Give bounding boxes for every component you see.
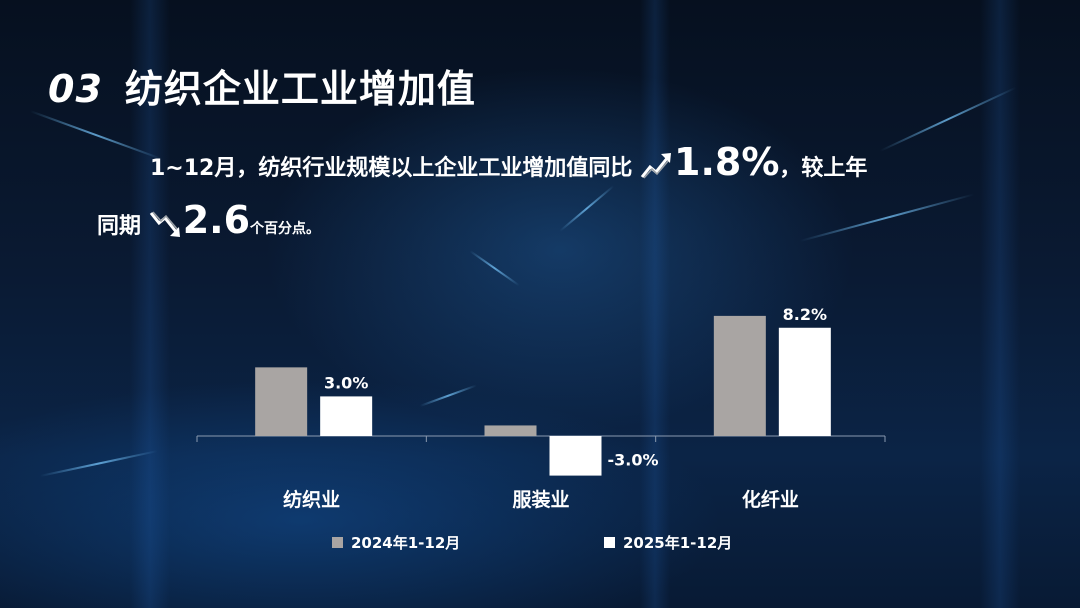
section-number: 03 — [48, 67, 103, 111]
summary-line-2-prefix: 同期 — [97, 214, 142, 239]
legend-item-2024: 2024年1-12月 — [332, 532, 460, 553]
trend-down-arrow-icon — [149, 209, 183, 245]
summary-line-1-prefix: 1~12月，纺织行业规模以上企业工业增加值同比 — [150, 156, 633, 181]
legend-label-2024: 2024年1-12月 — [351, 534, 461, 552]
category-label-1: 服装业 — [512, 488, 569, 511]
legend-swatch-2025 — [604, 537, 615, 548]
data-label-1: -3.0% — [608, 451, 659, 470]
decline-value: 2.6 — [182, 198, 251, 242]
trend-up-arrow-icon — [640, 151, 674, 187]
category-label-0: 纺织业 — [283, 488, 340, 511]
legend-label-2025: 2025年1-12月 — [623, 534, 733, 552]
bar-2025-0 — [320, 396, 373, 436]
legend-swatch-2024 — [332, 537, 343, 548]
summary-line-2-suffix: 个百分点。 — [250, 221, 321, 237]
bar-2024-0 — [255, 367, 308, 436]
category-label-2: 化纤业 — [742, 488, 799, 511]
summary-line-1-suffix: ，较上年 — [779, 156, 868, 181]
legend-item-2025: 2025年1-12月 — [604, 532, 732, 553]
bar-2025-2 — [778, 327, 831, 436]
bar-2024-2 — [713, 315, 766, 436]
section-title: 03 纺织企业工业增加值 — [48, 58, 476, 113]
bar-2024-1 — [484, 425, 537, 436]
data-label-0: 3.0% — [324, 373, 368, 392]
bar-2025-1 — [549, 436, 602, 476]
summary-line-2: 同期 2.6个百分点。 — [97, 198, 320, 245]
section-title-text: 纺织企业工业增加值 — [124, 67, 476, 111]
data-label-2: 8.2% — [783, 305, 827, 324]
summary-line-1: 1~12月，纺织行业规模以上企业工业增加值同比 1.8%，较上年 — [150, 140, 867, 187]
growth-value: 1.8% — [674, 140, 780, 184]
